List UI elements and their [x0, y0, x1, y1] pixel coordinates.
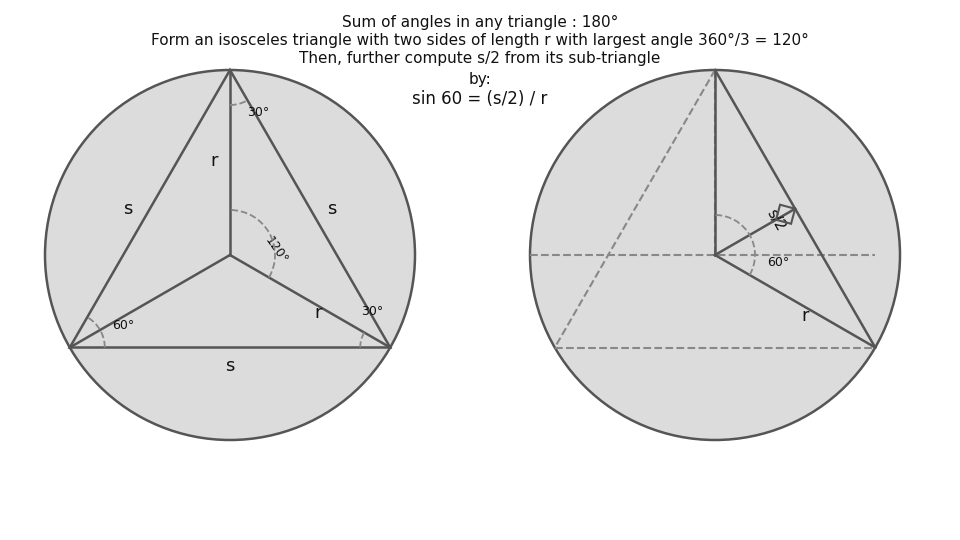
Circle shape — [45, 70, 415, 440]
Text: Form an isosceles triangle with two sides of length r with largest angle 360°/3 : Form an isosceles triangle with two side… — [151, 33, 809, 48]
Circle shape — [530, 70, 900, 440]
Text: s: s — [123, 200, 132, 218]
Text: 30°: 30° — [361, 305, 383, 318]
Text: r: r — [210, 152, 218, 170]
Text: 60°: 60° — [111, 319, 134, 332]
Text: Sum of angles in any triangle : 180°: Sum of angles in any triangle : 180° — [342, 15, 618, 30]
Text: r: r — [802, 307, 809, 325]
Text: s: s — [327, 200, 337, 218]
Text: 30°: 30° — [247, 105, 269, 118]
Text: s: s — [226, 356, 234, 375]
Text: 120°: 120° — [262, 234, 290, 266]
Text: 60°: 60° — [767, 256, 789, 269]
Text: s/2: s/2 — [764, 206, 788, 233]
Text: r: r — [314, 304, 322, 322]
Text: by:: by: — [468, 72, 492, 87]
Text: Then, further compute s/2 from its sub-triangle: Then, further compute s/2 from its sub-t… — [300, 51, 660, 66]
Text: sin 60 = (s/2) / r: sin 60 = (s/2) / r — [412, 90, 548, 108]
